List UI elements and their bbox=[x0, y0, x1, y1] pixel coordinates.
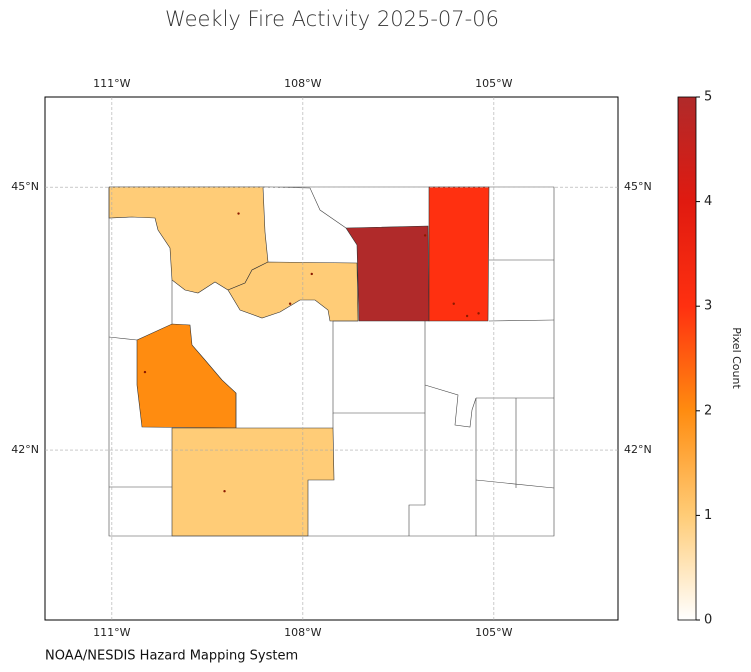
lat-label: 42°N bbox=[624, 443, 652, 456]
fire-point bbox=[452, 302, 455, 305]
lon-label: 108°W bbox=[284, 77, 321, 90]
region bbox=[136, 323, 237, 429]
colorbar-tick-label: 3 bbox=[704, 299, 712, 314]
fire-point bbox=[223, 490, 226, 493]
lat-label: 45°N bbox=[11, 180, 39, 193]
county-line bbox=[475, 479, 555, 489]
fire-point bbox=[288, 302, 292, 305]
lon-label: 111°W bbox=[93, 626, 130, 639]
region bbox=[345, 225, 430, 322]
colorbar-tick-label: 0 bbox=[704, 613, 712, 628]
county-line bbox=[332, 320, 425, 414]
source-note: NOAA/NESDIS Hazard Mapping System bbox=[45, 649, 298, 664]
lat-label: 42°N bbox=[11, 443, 39, 456]
fire-point bbox=[237, 212, 240, 215]
county-line bbox=[408, 321, 426, 536]
region bbox=[428, 186, 490, 322]
fire-point bbox=[477, 312, 480, 315]
lon-label: 108°W bbox=[284, 626, 321, 639]
lon-label: 105°W bbox=[475, 77, 512, 90]
colorbar-tick-label: 5 bbox=[704, 90, 712, 105]
county-line bbox=[424, 384, 477, 428]
county-line bbox=[488, 319, 555, 322]
fire-point bbox=[310, 272, 313, 276]
colorbar-tick-label: 4 bbox=[704, 194, 712, 209]
lat-label: 45°N bbox=[624, 180, 652, 193]
colorbar-tick-label: 1 bbox=[704, 508, 712, 523]
map-title: Weekly Fire Activity 2025-07-06 bbox=[165, 7, 499, 31]
county-line bbox=[108, 336, 138, 341]
map-frame bbox=[44, 96, 619, 621]
fire-point bbox=[143, 370, 147, 374]
fire-point bbox=[423, 234, 427, 237]
fire-point bbox=[465, 314, 469, 318]
colorbar bbox=[677, 96, 697, 621]
lon-label: 111°W bbox=[93, 77, 130, 90]
region bbox=[108, 186, 269, 294]
lon-label: 105°W bbox=[475, 626, 512, 639]
colorbar-tick-label: 2 bbox=[704, 403, 712, 418]
colorbar-label: Pixel Count bbox=[730, 327, 743, 389]
